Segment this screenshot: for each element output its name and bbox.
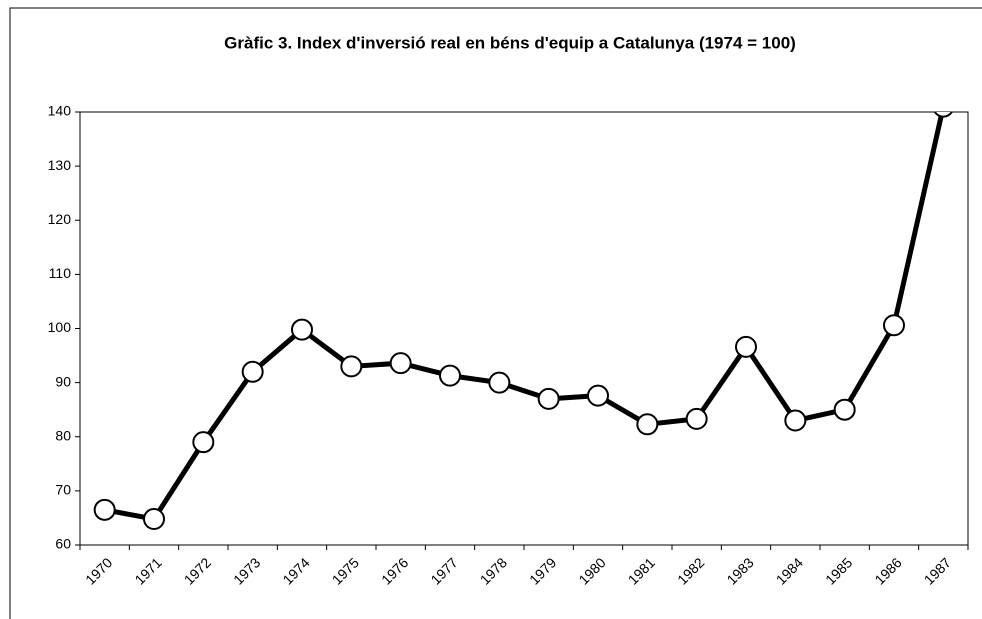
marker	[933, 112, 953, 118]
plot-area	[79, 111, 969, 546]
x-tick-label: 1976	[378, 554, 411, 587]
x-tick-label: 1980	[575, 554, 608, 587]
x-tick-label: 1984	[773, 554, 806, 587]
x-tick-label: 1981	[625, 554, 658, 587]
marker	[537, 387, 560, 410]
marker	[685, 407, 708, 430]
marker	[93, 498, 116, 521]
marker	[833, 398, 856, 421]
y-tick-label: 70	[55, 482, 71, 498]
marker	[291, 318, 313, 341]
y-tick-label: 130	[48, 157, 72, 173]
x-tick-label: 1977	[427, 554, 460, 587]
marker	[143, 508, 165, 531]
x-tick-label: 1971	[131, 554, 164, 587]
y-tick-label: 60	[55, 536, 71, 552]
x-tick-label: 1970	[82, 554, 115, 587]
line	[104, 112, 945, 522]
marker	[587, 384, 609, 407]
marker	[192, 431, 215, 454]
x-tick-label: 1979	[526, 554, 559, 587]
marker	[735, 335, 757, 358]
marker	[241, 360, 264, 383]
x-tick-label: 1983	[723, 554, 756, 587]
x-tick-label: 1982	[674, 554, 707, 587]
y-tick-label: 110	[49, 265, 72, 281]
y-tick-label: 90	[55, 373, 71, 389]
x-tick-label: 1975	[329, 554, 362, 587]
marker	[439, 364, 461, 387]
x-tick-label: 1973	[230, 554, 263, 587]
y-tick-label: 80	[55, 427, 71, 443]
frame	[9, 7, 982, 619]
plot-content	[93, 112, 953, 531]
x-tick-label: 1985	[822, 554, 855, 587]
marker	[389, 352, 412, 375]
x-tick-label: 1974	[279, 554, 312, 587]
y-tick-label: 100	[48, 319, 72, 335]
marker	[340, 355, 363, 378]
x-tick-label: 1978	[477, 554, 510, 587]
x-tick-label: 1986	[871, 554, 904, 587]
y-tick-label: 140	[48, 103, 72, 119]
y-tick-label: 120	[48, 211, 72, 227]
marker	[488, 371, 511, 394]
x-tick-label: 1987	[921, 554, 954, 587]
marker	[883, 314, 905, 337]
x-tick-label: 1972	[181, 554, 214, 587]
chart-title: Gràfic 3. Index d'inversió real en béns …	[224, 33, 796, 52]
marker	[784, 409, 807, 432]
marker	[636, 413, 659, 436]
